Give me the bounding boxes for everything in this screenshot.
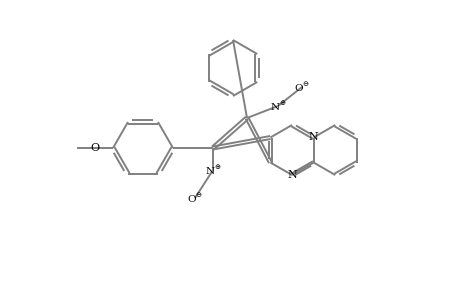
Text: O$^{\ominus}$: O$^{\ominus}$	[293, 80, 309, 94]
Text: O$^{\ominus}$: O$^{\ominus}$	[187, 191, 202, 205]
Text: O: O	[90, 143, 99, 153]
Text: N: N	[286, 170, 296, 180]
Text: N: N	[308, 133, 318, 142]
Text: N$^{\oplus}$: N$^{\oplus}$	[204, 164, 221, 176]
Text: N$^{\oplus}$: N$^{\oplus}$	[269, 100, 285, 112]
